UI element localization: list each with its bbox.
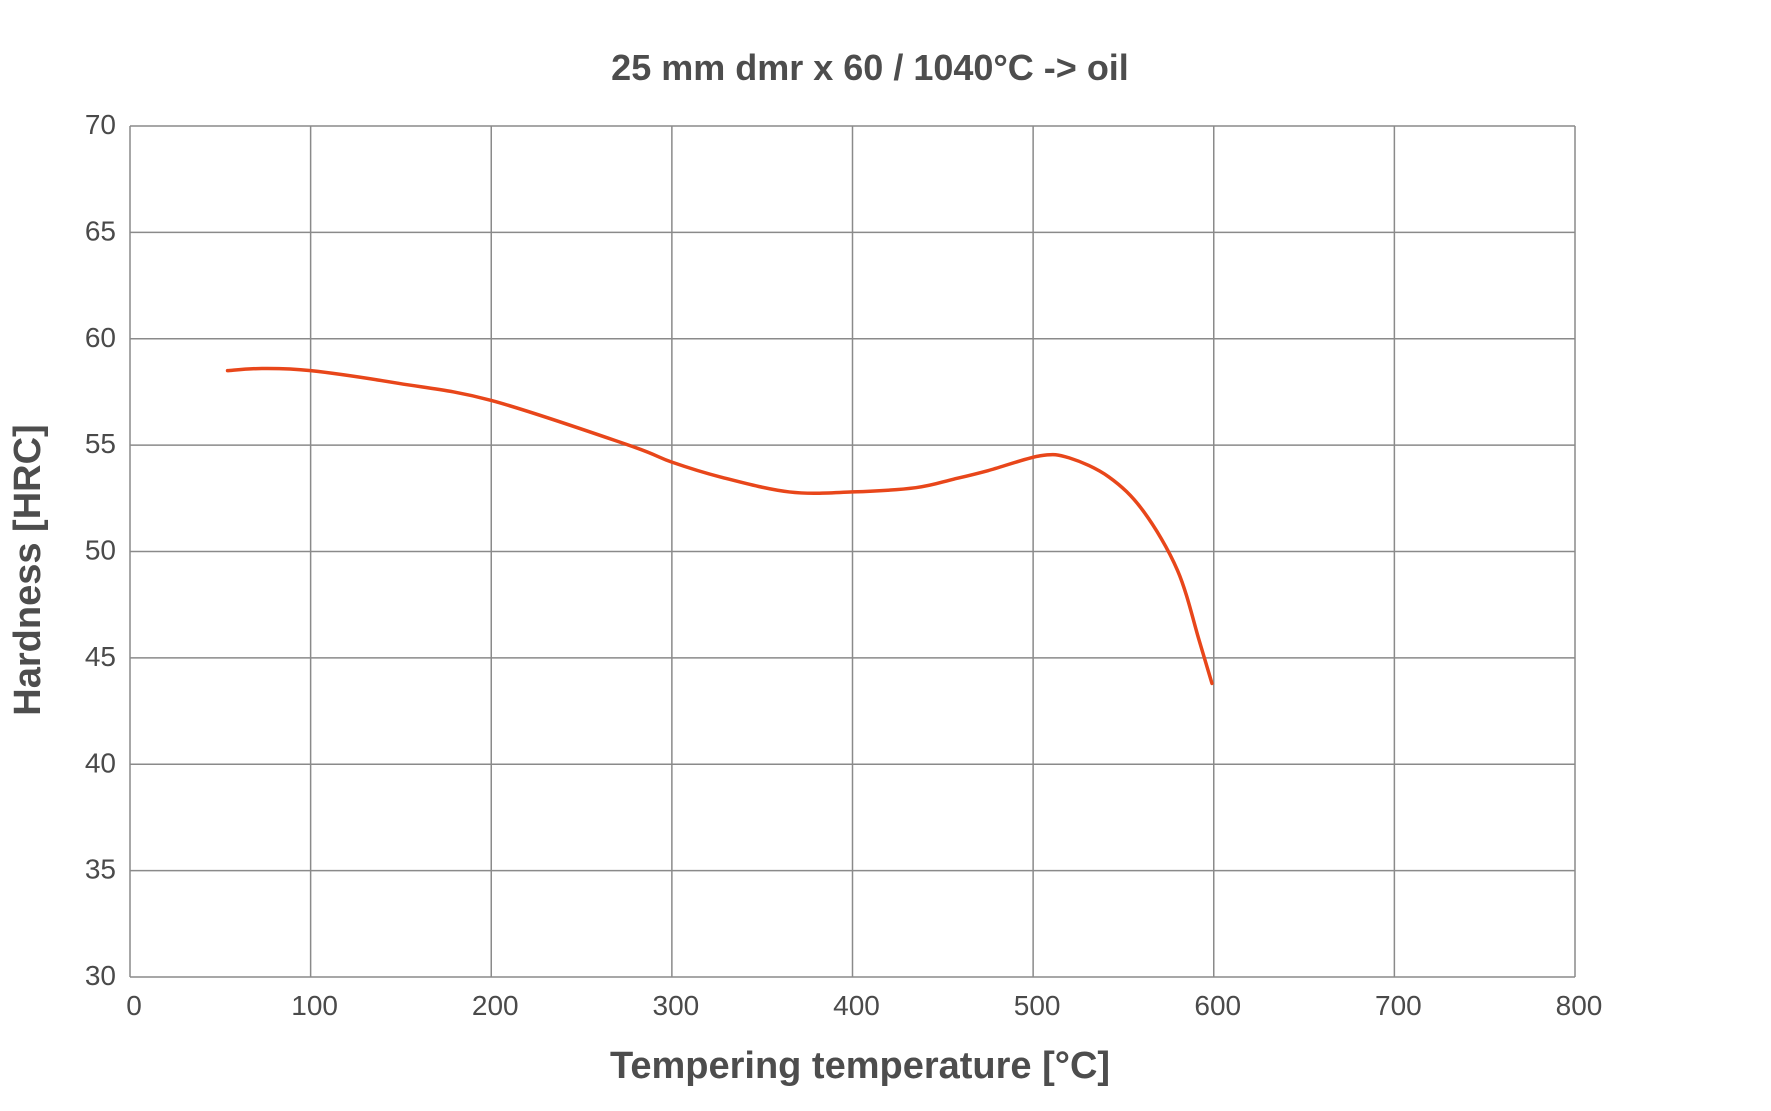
y-axis-label: Hardness [HRC] — [7, 424, 49, 715]
series-line-hardness — [225, 366, 1214, 686]
chart-title: 25 mm dmr x 60 / 1040°C -> oil — [611, 47, 1129, 88]
y-tick-label: 50 — [85, 535, 116, 566]
y-tick-label: 40 — [85, 747, 116, 778]
x-tick-label: 600 — [1194, 990, 1241, 1021]
y-tick-label: 60 — [85, 322, 116, 353]
y-tick-label: 70 — [85, 109, 116, 140]
x-tick-label: 200 — [472, 990, 519, 1021]
x-tick-label: 0 — [126, 990, 142, 1021]
x-tick-label: 300 — [653, 990, 700, 1021]
y-tick-label: 45 — [85, 641, 116, 672]
x-tick-label: 800 — [1556, 990, 1603, 1021]
x-tick-label: 100 — [291, 990, 338, 1021]
x-tick-label: 400 — [833, 990, 880, 1021]
x-axis-label: Tempering temperature [°C] — [610, 1045, 1110, 1087]
y-tick-label: 65 — [85, 215, 116, 246]
y-tick-label: 55 — [85, 428, 116, 459]
grid — [129, 125, 1576, 978]
x-tick-label: 700 — [1375, 990, 1422, 1021]
y-tick-label: 30 — [85, 960, 116, 991]
y-tick-label: 35 — [85, 854, 116, 885]
tick-labels: 0 100 200 300 400 500 600 700 800 30 35 40 45 50 55 60 6… — [85, 109, 1603, 1021]
series-layer — [225, 366, 1214, 686]
x-tick-label: 500 — [1014, 990, 1061, 1021]
